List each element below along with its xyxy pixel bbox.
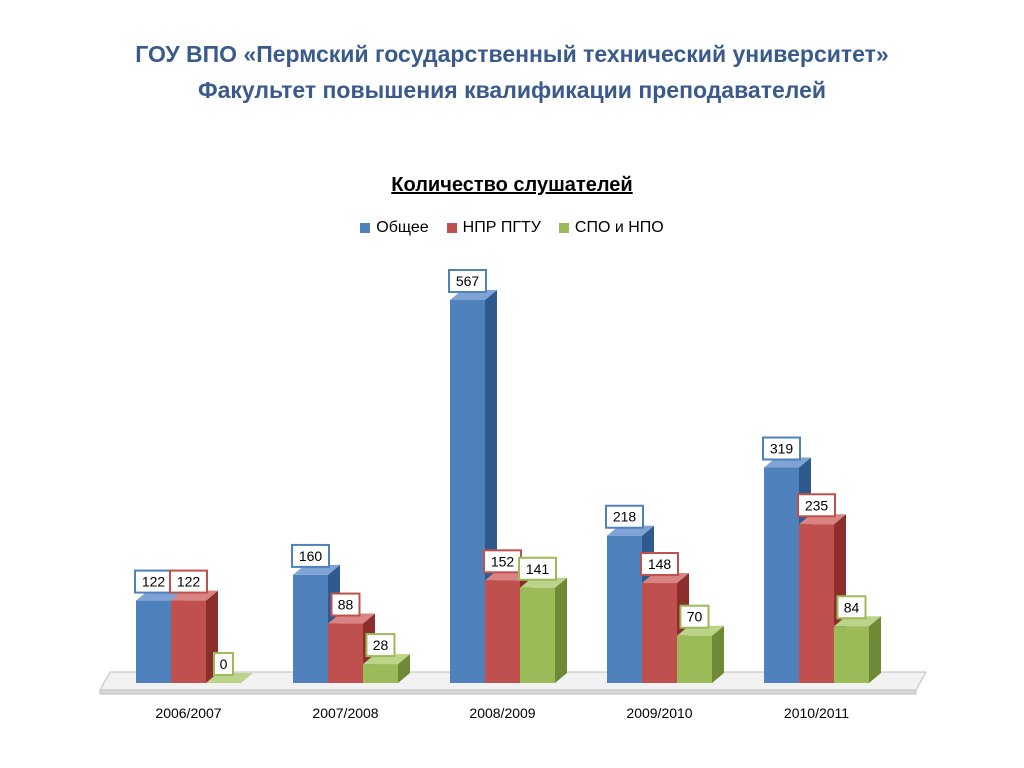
bar-total-4 [764, 467, 799, 683]
data-label-box-total-2 [448, 269, 487, 293]
bar-total-2 [450, 300, 485, 683]
data-label-box-spo-4 [836, 595, 867, 620]
data-label-npr-0: 122 [177, 574, 201, 590]
data-label-total-3: 218 [613, 509, 637, 525]
data-label-spo-2: 141 [526, 561, 550, 577]
bar-npr-2 [485, 580, 520, 683]
chart-legend: Общее НПР ПГТУ СПО и НПО [0, 219, 1024, 237]
data-label-npr-1: 88 [338, 597, 354, 613]
data-label-box-total-4 [762, 436, 801, 461]
data-label-box-npr-0 [169, 569, 208, 594]
bar-npr-4 [799, 524, 834, 683]
data-label-box-npr-1 [330, 592, 361, 617]
data-label-npr-2: 152 [491, 553, 515, 569]
legend-item-spo: СПО и НПО [558, 219, 664, 237]
data-label-box-npr-3 [640, 552, 679, 577]
legend-swatch-spo [558, 223, 569, 233]
data-label-npr-3: 148 [648, 556, 672, 572]
data-label-box-npr-4 [797, 493, 836, 518]
legend-item-npr: НПР ПГТУ [446, 219, 541, 237]
x-tick-label-4: 2010/2011 [784, 705, 849, 721]
bar-spo-4 [834, 626, 869, 683]
legend-item-total: Общее [360, 219, 429, 237]
bar-npr-0 [171, 600, 206, 683]
bar-total-0 [136, 600, 171, 683]
x-tick-label-1: 2007/2008 [312, 705, 378, 721]
data-label-box-spo-2 [518, 556, 557, 581]
data-label-box-spo-0 [213, 652, 234, 676]
bar-npr-3 [642, 583, 677, 683]
legend-swatch-npr [446, 223, 457, 233]
bar-side-spo-4 [869, 616, 881, 683]
data-label-total-0: 122 [142, 574, 166, 590]
bar-side-spo-2 [555, 577, 567, 683]
data-label-total-4: 319 [770, 441, 794, 457]
chart-floor-edge [99, 689, 917, 695]
data-label-box-total-3 [605, 504, 644, 529]
header-line-2: Факультет повышения квалификации препода… [197, 77, 827, 103]
data-label-spo-1: 28 [373, 637, 389, 653]
bar-side-spo-3 [712, 625, 724, 683]
x-tick-label-2: 2008/2009 [469, 705, 535, 721]
x-tick-label-0: 2006/2007 [155, 705, 221, 721]
bar-spo-2 [520, 587, 555, 683]
bar-spo-1 [363, 664, 398, 683]
legend-label-npr: НПР ПГТУ [462, 219, 541, 236]
slide-header: ГОУ ВПО «Пермский государственный технич… [0, 36, 1024, 108]
data-label-spo-0: 0 [220, 656, 228, 672]
data-label-box-spo-1 [365, 633, 396, 658]
data-label-total-1: 160 [299, 548, 323, 564]
x-tick-label-3: 2009/2010 [626, 705, 692, 721]
data-label-spo-3: 70 [687, 609, 703, 625]
chart-title: Количество слушателей [391, 174, 633, 196]
data-label-total-2: 567 [456, 273, 480, 289]
bar-npr-1 [328, 623, 363, 683]
legend-swatch-total [360, 223, 371, 233]
data-label-npr-4: 235 [805, 497, 829, 513]
legend-label-spo: СПО и НПО [574, 219, 664, 236]
bar-total-3 [607, 535, 642, 683]
header-line-1: ГОУ ВПО «Пермский государственный технич… [135, 41, 889, 67]
bar-spo-3 [677, 635, 712, 683]
bar-side-spo-1 [398, 654, 410, 683]
data-label-spo-4: 84 [844, 599, 860, 615]
data-label-box-total-1 [291, 543, 330, 568]
legend-label-total: Общее [376, 219, 429, 236]
data-label-box-spo-3 [679, 604, 710, 629]
bar-total-1 [293, 574, 328, 683]
